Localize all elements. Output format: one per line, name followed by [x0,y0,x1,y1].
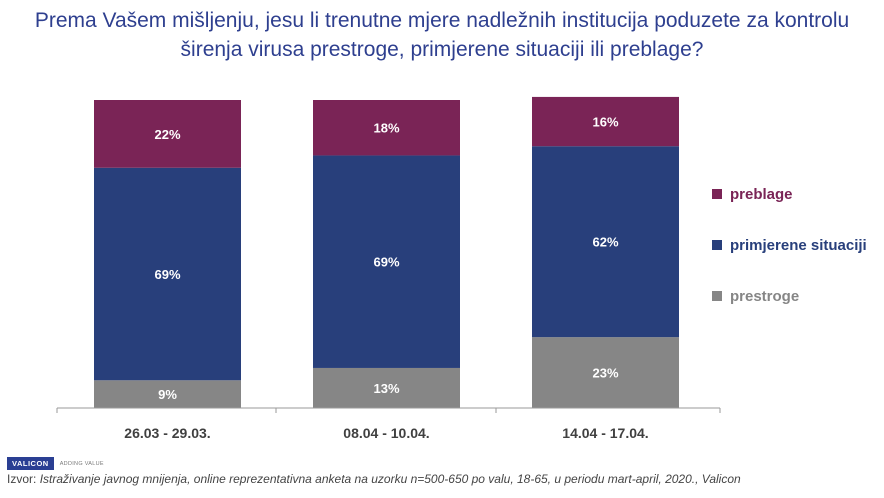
data-label-prestroge-2: 13% [373,381,399,396]
bar-prestroge-1 [94,380,241,408]
logo-wordmark: VALICON [7,457,54,470]
data-label-primjerene-situaciji-1: 69% [154,267,180,282]
data-label-prestroge-1: 9% [158,387,177,402]
data-label-preblage-2: 18% [373,121,399,136]
data-label-prestroge-3: 23% [592,366,618,381]
source-prefix: Izvor: [7,472,37,486]
x-tick-label-1: 26.03 - 29.03. [124,425,210,441]
bar-preblage-3 [532,96,679,147]
legend-label-prestroge: prestroge [730,287,800,305]
bar-primjerene-situaciji-3 [532,146,679,338]
data-label-primjerene-situaciji-3: 62% [592,235,618,250]
bar-preblage-2 [313,100,460,156]
legend-label-preblage: preblage [730,185,793,203]
chart-title: Prema Vašem mišljenju, jesu li trenutne … [34,9,850,61]
x-tick-label-2: 08.04 - 10.04. [343,425,429,441]
bar-prestroge-3 [532,337,679,408]
legend-item-preblage: preblage [712,181,867,207]
legend-item-primjerene: primjerene situaciji [712,232,867,258]
bar-primjerene-situaciji-1 [94,167,241,381]
legend-swatch-prestroge [712,291,722,301]
source-text: Istraživanje javnog mnijenja, online rep… [39,472,741,486]
bar-primjerene-situaciji-2 [313,155,460,368]
legend-item-prestroge: prestroge [712,283,867,309]
bar-prestroge-2 [313,367,460,408]
data-label-primjerene-situaciji-2: 69% [373,255,399,270]
source-note: Izvor: Istraživanje javnog mnijenja, onl… [7,472,741,486]
legend-swatch-preblage [712,189,722,199]
x-tick-label-3: 14.04 - 17.04. [562,425,648,441]
data-label-preblage-3: 16% [592,115,618,130]
legend-label-primjerene: primjerene situaciji [730,236,867,254]
legend-swatch-primjerene [712,240,722,250]
chart-legend: preblage primjerene situaciji prestroge [712,181,867,334]
bar-preblage-1 [94,100,241,168]
logo-tagline: ADDING VALUE [59,460,104,467]
data-label-preblage-1: 22% [154,127,180,142]
valicon-logo: VALICON ADDING VALUE [7,457,104,470]
